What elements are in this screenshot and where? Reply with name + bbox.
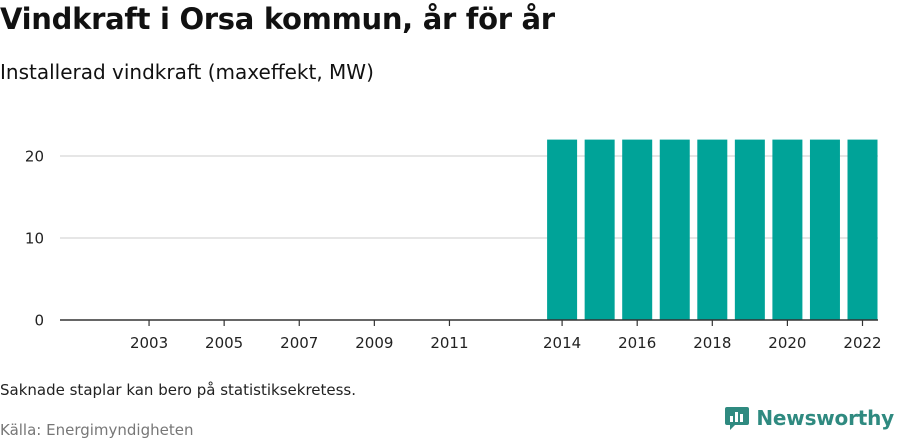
x-tick-label: 2016: [618, 334, 656, 352]
bar-chart: 0 10 20 2003 2005 2007 2009 2011 2014 2016 2018 202…: [25, 139, 882, 353]
x-tick-label: 2011: [430, 334, 468, 352]
x-tick-label: 2020: [768, 334, 806, 352]
chart-title: Vindkraft i Orsa kommun, år för år: [0, 2, 555, 36]
x-tick-label: 2009: [355, 334, 393, 352]
footnote: Saknade staplar kan bero på statistiksek…: [0, 381, 357, 399]
bar-2019: [734, 139, 765, 320]
bar-2018: [697, 139, 728, 320]
brand-logo-link[interactable]: Newsworthy: [724, 405, 894, 431]
bar-2015: [584, 139, 615, 320]
x-tick-label: 2022: [843, 334, 881, 352]
y-tick-label: 0: [34, 312, 44, 330]
bar-2017: [659, 139, 690, 320]
bar-chart-speech-bubble-icon: [725, 407, 750, 430]
bar-2022: [847, 139, 878, 320]
x-tick-label: 2007: [280, 334, 318, 352]
x-tick-label: 2014: [543, 334, 581, 352]
x-tick-label: 2018: [693, 334, 731, 352]
bar-2020: [772, 139, 803, 320]
bar-2014: [547, 139, 578, 320]
axes: 0 10 20 2003 2005 2007 2009 2011 2014 2016 2018 202…: [25, 148, 882, 353]
y-tick-label: 20: [25, 148, 44, 166]
x-tick-label: 2005: [205, 334, 243, 352]
bars: [547, 139, 878, 320]
x-tick-label: 2003: [130, 334, 168, 352]
chart-subtitle: Installerad vindkraft (maxeffekt, MW): [0, 60, 374, 84]
bar-2021: [809, 139, 840, 320]
bar-2016: [622, 139, 653, 320]
brand-name: Newsworthy: [756, 406, 894, 430]
source-text: Källa: Energimyndigheten: [0, 421, 194, 439]
y-tick-label: 10: [25, 230, 44, 248]
